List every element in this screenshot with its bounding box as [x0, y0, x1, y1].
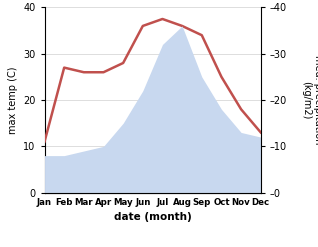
X-axis label: date (month): date (month) [114, 212, 191, 222]
Y-axis label: max temp (C): max temp (C) [8, 66, 17, 134]
Y-axis label: med. precipitation
(kg/m2): med. precipitation (kg/m2) [301, 55, 318, 145]
